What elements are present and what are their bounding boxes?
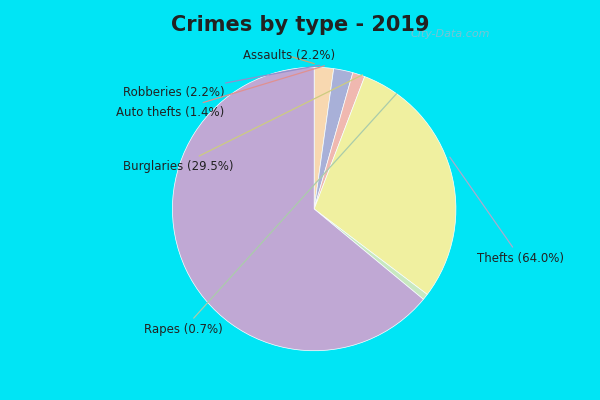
Text: Rapes (0.7%): Rapes (0.7%) — [144, 94, 397, 336]
Wedge shape — [314, 67, 334, 209]
Wedge shape — [314, 209, 427, 299]
Text: Robberies (2.2%): Robberies (2.2%) — [123, 65, 320, 99]
Text: Auto thefts (1.4%): Auto thefts (1.4%) — [116, 66, 325, 119]
Text: City-Data.com: City-Data.com — [411, 30, 490, 40]
Wedge shape — [314, 76, 456, 294]
Text: Assaults (2.2%): Assaults (2.2%) — [242, 50, 335, 64]
Text: Thefts (64.0%): Thefts (64.0%) — [450, 157, 564, 265]
Wedge shape — [314, 73, 365, 209]
Wedge shape — [172, 67, 424, 351]
Wedge shape — [314, 69, 353, 209]
Text: Crimes by type - 2019: Crimes by type - 2019 — [171, 15, 429, 35]
Text: Burglaries (29.5%): Burglaries (29.5%) — [123, 75, 362, 173]
